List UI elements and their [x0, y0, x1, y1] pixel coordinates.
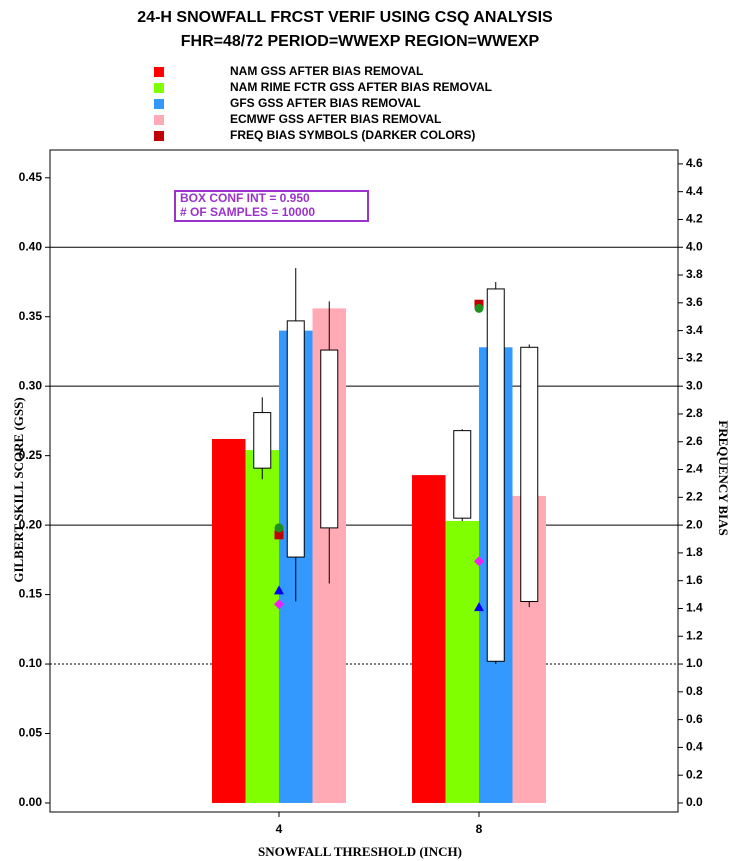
plot-frame [49, 149, 679, 813]
y2-tick-label: 0.8 [686, 684, 703, 698]
box [320, 349, 339, 529]
x-tick-label: 4 [276, 822, 283, 836]
y2-tick-label: 2.8 [686, 406, 703, 420]
y-tick-label: 0.10 [19, 656, 43, 670]
x-axis-title: SNOWFALL THRESHOLD (INCH) [258, 844, 462, 859]
legend-swatch [154, 115, 164, 125]
bar [212, 438, 246, 803]
box [286, 320, 305, 558]
chart-subtitle: FHR=48/72 PERIOD=WWEXP REGION=WWEXP [181, 33, 540, 50]
y2-tick-label: 1.6 [686, 573, 703, 587]
y-tick-label: 0.35 [19, 309, 43, 323]
y2-tick-label: 0.2 [686, 767, 703, 781]
y-tick-label: 0.00 [19, 795, 43, 809]
box [520, 346, 539, 603]
y-tick-label: 0.40 [19, 239, 43, 253]
y2-tick-label: 2.2 [686, 489, 703, 503]
y-tick-label: 0.30 [19, 378, 43, 392]
bias-marker [274, 585, 284, 595]
y2-tick-label: 4.2 [686, 212, 703, 226]
legend-label: FREQ BIAS SYMBOLS (DARKER COLORS) [230, 128, 475, 142]
box [253, 412, 272, 469]
y2-tick-label: 3.2 [686, 351, 703, 365]
y2-tick-label: 2.4 [686, 462, 703, 476]
y2-tick-label: 0.4 [686, 740, 703, 754]
x-tick-label: 8 [476, 822, 483, 836]
y-tick-label: 0.20 [19, 517, 43, 531]
y-tick-label: 0.25 [19, 448, 43, 462]
bar [445, 520, 479, 803]
y2-axis-title: FREQUENCY BIAS [716, 420, 731, 535]
y2-tick-label: 0.6 [686, 712, 703, 726]
y2-tick-label: 3.4 [686, 323, 703, 337]
chart-title: 24-H SNOWFALL FRCST VERIF USING CSQ ANAL… [137, 9, 553, 26]
annotation: BOX CONF INT = 0.950 [180, 191, 310, 205]
y2-tick-label: 1.4 [686, 601, 703, 615]
legend-label: NAM GSS AFTER BIAS REMOVAL [230, 64, 423, 78]
y2-tick-label: 3.0 [686, 378, 703, 392]
box [486, 288, 505, 662]
y2-tick-label: 4.0 [686, 239, 703, 253]
annotation: # OF SAMPLES = 10000 [180, 205, 315, 219]
bar [245, 450, 279, 803]
bias-marker [474, 602, 484, 612]
y-tick-label: 0.15 [19, 587, 43, 601]
legend-swatch [154, 99, 164, 109]
y2-tick-label: 2.6 [686, 434, 703, 448]
bias-marker [474, 303, 484, 313]
y-tick-label: 0.45 [19, 170, 43, 184]
box [453, 430, 472, 519]
bar [412, 475, 446, 803]
bias-marker [274, 523, 284, 533]
y2-tick-label: 4.6 [686, 156, 703, 170]
legend-swatch [154, 67, 164, 77]
y2-tick-label: 4.4 [686, 184, 703, 198]
legend-label: GFS GSS AFTER BIAS REMOVAL [230, 96, 421, 110]
bias-marker [474, 556, 484, 567]
legend-swatch [154, 131, 164, 141]
y2-tick-label: 3.8 [686, 267, 703, 281]
y2-tick-label: 3.6 [686, 295, 703, 309]
bias-marker [274, 530, 284, 540]
annotation-box [174, 190, 369, 222]
y-axis-title: GILBERT SKILL SCORE (GSS) [11, 397, 26, 582]
y2-tick-label: 2.0 [686, 517, 703, 531]
y2-tick-label: 1.2 [686, 628, 703, 642]
legend-label: ECMWF GSS AFTER BIAS REMOVAL [230, 112, 441, 126]
y2-tick-label: 0.0 [686, 795, 703, 809]
y2-tick-label: 1.0 [686, 656, 703, 670]
bias-marker [274, 599, 284, 610]
legend-swatch [154, 83, 164, 93]
legend-label: NAM RIME FCTR GSS AFTER BIAS REMOVAL [230, 80, 492, 94]
y2-tick-label: 1.8 [686, 545, 703, 559]
y-tick-label: 0.05 [19, 726, 43, 740]
